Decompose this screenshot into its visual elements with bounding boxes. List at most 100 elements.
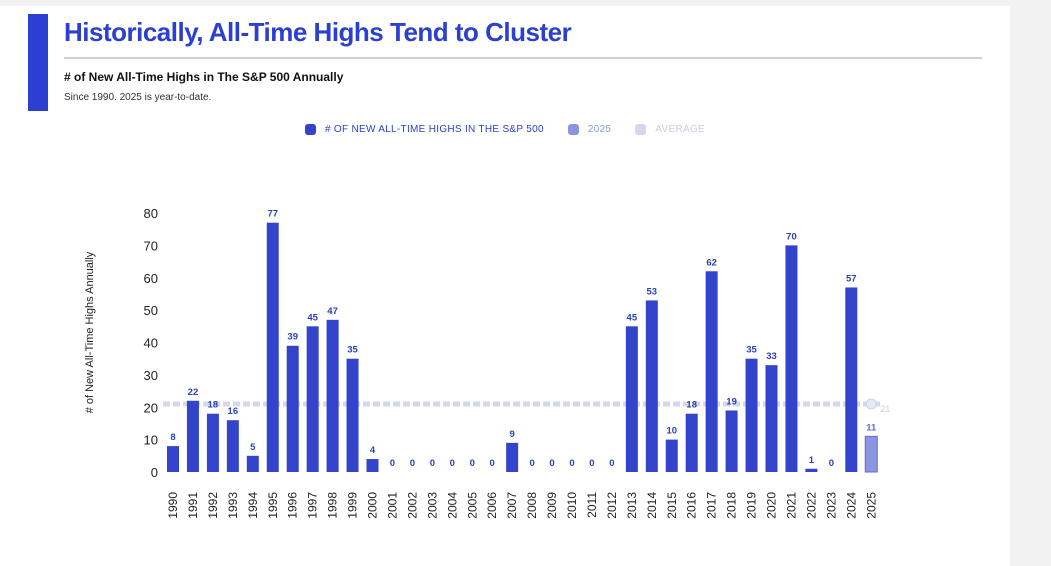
y-tick-label: 80 (144, 206, 158, 221)
value-label-2022: 1 (809, 455, 815, 466)
bar-2024 (845, 287, 858, 472)
bar-2016 (685, 413, 698, 472)
value-label-2025: 11 (866, 422, 877, 433)
value-label-1994: 5 (250, 442, 256, 453)
value-label-2013: 45 (627, 312, 638, 323)
average-marker (865, 398, 877, 410)
bar-2015 (665, 439, 678, 472)
x-tick-label-2003: 2003 (425, 492, 439, 519)
bar-2000 (366, 459, 379, 472)
y-tick-label: 40 (144, 336, 158, 351)
value-label-2016: 18 (686, 400, 697, 411)
legend-item-2025: 2025 (567, 124, 611, 135)
value-label-2002: 0 (410, 458, 415, 469)
x-tick-label-2014: 2014 (645, 492, 659, 519)
x-tick-label-1996: 1996 (286, 492, 300, 519)
bar-2017 (705, 271, 718, 472)
y-tick-label: 0 (151, 465, 158, 480)
bar-2022 (805, 468, 818, 472)
value-label-1997: 45 (307, 312, 318, 323)
x-tick-label-1995: 1995 (266, 492, 280, 519)
y-tick-label: 20 (144, 400, 158, 415)
value-label-2012: 0 (609, 458, 614, 469)
x-tick-label-2023: 2023 (824, 492, 838, 519)
bar-1994 (246, 455, 259, 472)
y-tick-label: 60 (144, 271, 158, 286)
legend-item-average: AVERAGE (635, 124, 705, 135)
x-tick-label-2020: 2020 (765, 492, 779, 519)
bar-2018 (725, 410, 738, 472)
bar-1990 (167, 446, 179, 472)
value-label-2000: 4 (370, 445, 376, 456)
value-label-1998: 47 (327, 306, 338, 317)
x-tick-label-2016: 2016 (685, 492, 699, 519)
chart-subtitle: # of New All-Time Highs in The S&P 500 A… (64, 70, 344, 84)
x-tick-label-2011: 2011 (585, 492, 599, 518)
x-tick-label-1999: 1999 (346, 492, 360, 519)
legend-label-average: AVERAGE (655, 124, 706, 135)
value-label-2019: 35 (746, 345, 757, 356)
value-label-2005: 0 (470, 458, 475, 469)
value-label-2006: 0 (490, 458, 495, 469)
value-label-2023: 0 (829, 458, 834, 469)
value-label-2011: 0 (589, 458, 594, 469)
x-tick-label-2013: 2013 (625, 492, 639, 519)
x-tick-label-2018: 2018 (725, 492, 739, 519)
bar-1995 (266, 222, 279, 472)
bar-2013 (625, 326, 638, 472)
x-tick-label-2009: 2009 (545, 492, 559, 519)
x-tick-label-1994: 1994 (246, 492, 260, 519)
bar-1991 (186, 400, 199, 472)
value-label-1996: 39 (287, 332, 298, 343)
value-label-1991: 22 (188, 387, 199, 398)
value-label-2001: 0 (390, 458, 395, 469)
value-label-2017: 62 (706, 257, 717, 268)
value-label-1990: 8 (170, 432, 175, 443)
bar-2020 (765, 365, 778, 472)
x-tick-label-2010: 2010 (565, 492, 579, 519)
value-label-2004: 0 (450, 458, 455, 469)
chart-note: Since 1990. 2025 is year-to-date. (64, 92, 212, 103)
y-tick-label: 50 (144, 303, 158, 318)
y-tick-label: 30 (144, 368, 158, 383)
x-tick-label-1992: 1992 (206, 492, 220, 519)
legend-swatch-series (304, 124, 316, 135)
x-tick-label-2017: 2017 (705, 492, 719, 519)
value-label-2015: 10 (666, 426, 677, 437)
bar-2014 (645, 300, 658, 472)
bar-1999 (346, 358, 359, 472)
accent-bar (28, 14, 48, 111)
bar-1993 (226, 420, 239, 472)
legend-swatch-2025 (567, 124, 579, 135)
y-tick-label: 70 (144, 238, 158, 253)
x-tick-label-2025: 2025 (864, 492, 878, 519)
title-divider (64, 57, 982, 59)
bar-1996 (286, 345, 299, 472)
x-tick-label-2015: 2015 (665, 492, 679, 519)
page-title: Historically, All-Time Highs Tend to Clu… (64, 17, 572, 47)
x-tick-label-2012: 2012 (605, 492, 619, 519)
x-tick-label-2024: 2024 (844, 492, 858, 519)
value-label-2007: 9 (510, 429, 515, 440)
x-tick-label-1997: 1997 (306, 492, 320, 519)
chart-card: Historically, All-Time Highs Tend to Clu… (0, 6, 1010, 566)
average-value-label: 21 (880, 404, 890, 414)
bar-2007 (506, 442, 519, 472)
legend-item-series: # OF NEW ALL-TIME HIGHS IN THE S&P 500 (304, 124, 544, 135)
value-label-2020: 33 (766, 351, 777, 362)
value-label-2018: 19 (726, 396, 737, 407)
x-tick-label-1998: 1998 (326, 492, 340, 519)
x-tick-label-2006: 2006 (485, 492, 499, 519)
value-label-2008: 0 (529, 458, 534, 469)
value-label-1999: 35 (347, 345, 358, 356)
value-label-2009: 0 (549, 458, 554, 469)
x-tick-label-2019: 2019 (745, 492, 759, 519)
y-tick-label: 10 (144, 433, 158, 448)
bar-1997 (306, 326, 319, 472)
x-tick-label-2005: 2005 (465, 492, 479, 519)
x-tick-label-2000: 2000 (366, 492, 380, 519)
bar-1998 (326, 319, 339, 472)
value-label-1992: 18 (208, 400, 219, 411)
x-tick-label-2004: 2004 (445, 492, 459, 519)
bar-1992 (206, 413, 219, 472)
